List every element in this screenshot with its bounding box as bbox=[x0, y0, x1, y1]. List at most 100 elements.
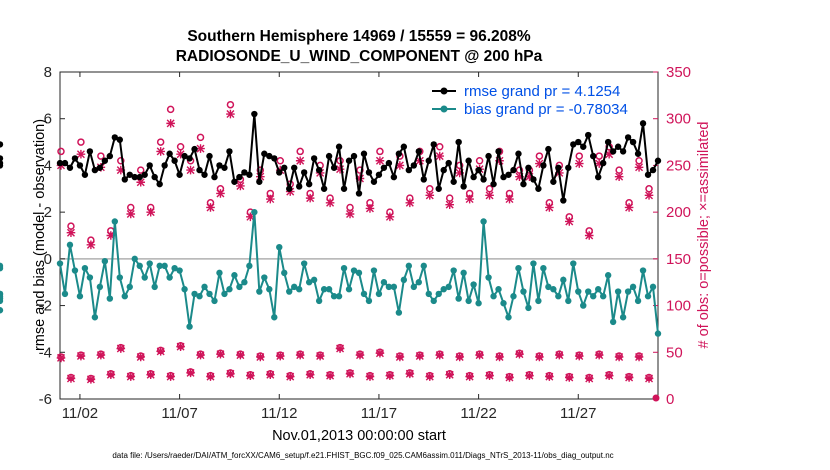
bias-point bbox=[644, 293, 652, 300]
rmse-point bbox=[545, 145, 552, 153]
rmse-point bbox=[525, 164, 532, 171]
obs_low_assimilated-marker bbox=[206, 372, 215, 381]
obs_possible-marker bbox=[97, 152, 105, 160]
bias-point bbox=[360, 290, 368, 298]
rmse-point bbox=[206, 152, 213, 160]
obs_assimilated-marker bbox=[265, 194, 275, 204]
x-tick-label: 11/27 bbox=[560, 405, 596, 422]
bias-point bbox=[151, 283, 158, 291]
legend-rmse-label: rmse grand pr = 4.1254 bbox=[464, 83, 620, 100]
rmse-point bbox=[226, 148, 233, 155]
rmse-point bbox=[510, 166, 517, 174]
obs-zero-marker bbox=[652, 394, 660, 402]
rmse-point bbox=[575, 138, 582, 146]
obs_assimilated-marker bbox=[156, 147, 165, 156]
obs_assimilated-marker bbox=[216, 189, 225, 198]
rmse-point bbox=[629, 138, 637, 146]
rmse-point bbox=[395, 150, 403, 157]
bias-point bbox=[370, 267, 378, 274]
bias-point bbox=[445, 283, 452, 291]
bias-point bbox=[530, 260, 537, 267]
rmse-point bbox=[500, 173, 507, 181]
bias-point bbox=[355, 269, 363, 277]
bias-point bbox=[71, 267, 79, 274]
bias-point bbox=[540, 265, 547, 272]
rmse-point bbox=[171, 157, 178, 164]
bias-point bbox=[380, 279, 388, 286]
obs_low_assimilated-marker bbox=[315, 351, 325, 361]
rmse-point bbox=[649, 166, 657, 174]
obs_assimilated-marker bbox=[116, 165, 126, 175]
rmse-point bbox=[590, 152, 597, 160]
bias-point bbox=[390, 283, 398, 291]
rmse-point bbox=[91, 166, 99, 174]
legend: rmse grand pr = 4.1254 bias grand pr = -… bbox=[432, 83, 628, 118]
bias-point bbox=[614, 288, 622, 295]
legend-bias-marker bbox=[440, 105, 448, 113]
obs_possible-marker bbox=[435, 142, 444, 151]
bias-point bbox=[510, 293, 517, 300]
rmse-point bbox=[644, 171, 652, 178]
rmse-point bbox=[335, 143, 343, 150]
rmse-point bbox=[425, 157, 432, 164]
obs_low_assimilated-marker bbox=[116, 344, 126, 353]
obs_possible-marker bbox=[356, 166, 364, 174]
bias-point bbox=[325, 286, 333, 293]
obs_assimilated-marker bbox=[305, 193, 315, 203]
obs_low_assimilated-marker bbox=[106, 370, 116, 380]
bias-point bbox=[156, 262, 163, 270]
rmse-point bbox=[580, 143, 587, 150]
bias-point bbox=[106, 295, 114, 302]
rmse-point bbox=[614, 143, 622, 150]
rmse-point bbox=[515, 150, 522, 157]
bias-point bbox=[141, 274, 148, 281]
rmse-point bbox=[156, 180, 163, 188]
obs_assimilated-marker bbox=[405, 198, 415, 208]
obs_possible-marker bbox=[296, 147, 304, 156]
bias-point bbox=[545, 283, 552, 291]
bias-point bbox=[300, 260, 308, 267]
obs_low_assimilated-marker bbox=[614, 352, 624, 362]
obs_assimilated-marker bbox=[395, 161, 405, 170]
bias-point bbox=[171, 265, 178, 272]
obs_low_assimilated-marker bbox=[295, 350, 305, 360]
rmse-point bbox=[520, 180, 527, 188]
obs_assimilated-marker bbox=[624, 203, 634, 212]
obs_assimilated-marker bbox=[176, 149, 185, 159]
rmse-point bbox=[176, 171, 183, 178]
bias-point bbox=[634, 297, 642, 305]
obs_low_assimilated-marker bbox=[465, 372, 474, 381]
obs_assimilated-marker bbox=[106, 231, 116, 240]
y-axis-right-label: # of obs: o=possible; ×=assimilated bbox=[696, 122, 712, 349]
rmse-point bbox=[495, 148, 502, 155]
obs_low_assimilated-marker bbox=[156, 347, 165, 356]
obs_assimilated-marker bbox=[435, 151, 445, 161]
rmse-point bbox=[231, 178, 238, 185]
bias-point bbox=[649, 283, 657, 291]
y-left-tick-label: 2 bbox=[44, 204, 52, 221]
rmse-point bbox=[246, 171, 253, 178]
obs_low_assimilated-marker bbox=[395, 352, 405, 362]
rmse-point bbox=[66, 164, 74, 171]
y-left-tick-label: -2 bbox=[39, 298, 52, 315]
rmse-point bbox=[281, 164, 288, 171]
bias-point bbox=[201, 283, 208, 291]
rmse-point bbox=[365, 169, 373, 176]
bias-point bbox=[126, 283, 133, 291]
rmse-point bbox=[485, 152, 492, 160]
rmse-point bbox=[560, 197, 567, 204]
y-right-tick-label: 100 bbox=[666, 298, 691, 315]
rmse-point bbox=[121, 176, 128, 183]
rmse-point bbox=[56, 159, 64, 167]
obs_low_assimilated-marker bbox=[505, 373, 514, 382]
bias-point bbox=[211, 297, 218, 305]
bias-point bbox=[0, 293, 4, 300]
bias-point bbox=[604, 272, 612, 279]
obs_low_assimilated-marker bbox=[285, 372, 295, 381]
rmse-point bbox=[385, 159, 393, 167]
rmse-point bbox=[86, 148, 94, 155]
obs_low_assimilated-marker bbox=[56, 353, 66, 363]
obs_assimilated-marker bbox=[146, 207, 155, 217]
bias-point bbox=[410, 283, 418, 291]
obs_low_assimilated-marker bbox=[305, 370, 315, 380]
